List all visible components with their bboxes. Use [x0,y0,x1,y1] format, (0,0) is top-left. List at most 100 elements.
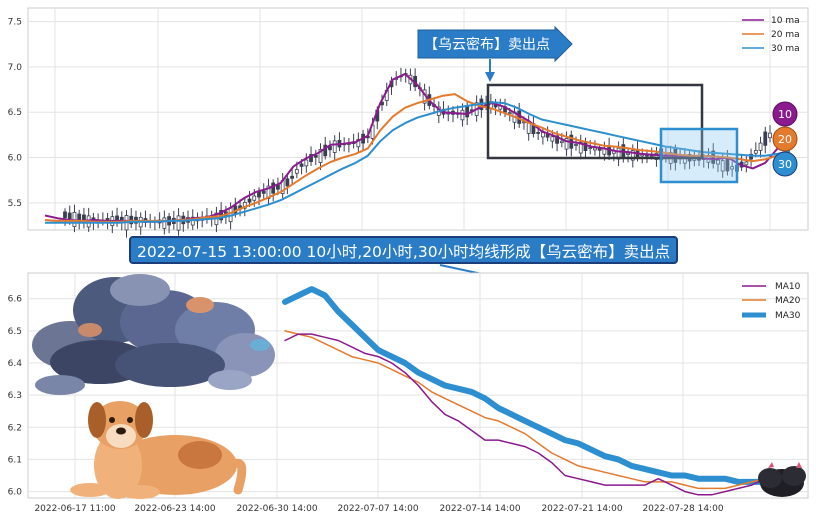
candle-body-57 [332,140,337,153]
candle-body-85 [465,104,470,118]
candle-body-51 [304,159,309,167]
bottom-series-MA10 [284,333,766,496]
candle-body-62 [356,139,361,148]
bottom-x-tick-5: 2022-07-21 14:00 [541,504,622,514]
candle-body-145 [749,153,753,160]
candle-body-50 [299,163,304,167]
candle-body-0 [63,211,67,219]
top-legend: 10 ma 20 ma 30 ma [742,16,800,54]
storm-cloud-illustration [32,274,275,395]
candle-body-48 [290,175,295,179]
legend-label-20ma: 20 ma [771,30,800,40]
top-ma-lines [44,73,791,224]
top-y-tick-1: 6.0 [8,154,23,164]
candle-body-102 [545,134,550,138]
top-y-ticks: 5.5 6.0 6.5 7.0 7.5 [8,18,23,209]
legend-label-MA10: MA10 [775,282,801,292]
legend-label-30ma: 30 ma [771,44,800,54]
ma-badges: 10 20 30 [772,101,798,177]
signal-banner: 2022-07-15 13:00:00 10小时,20小时,30小时均线形成【乌… [129,236,679,264]
bottom-x-tick-2: 2022-06-30 14:00 [236,504,317,514]
candle-body-105 [559,140,564,144]
bottom-legend: MA10 MA20 MA30 [742,282,801,321]
bottom-x-tick-0: 2022-06-17 11:00 [34,504,115,514]
top-series-30 [45,101,791,224]
dog-illustration [70,401,247,499]
callout-arrow [417,25,573,63]
dark-cloud-icon [758,462,806,497]
candle-body-24 [176,215,181,231]
bottom-y-tick-5: 6.5 [8,327,22,337]
candle-body-103 [550,136,555,142]
bottom-y-tick-2: 6.2 [8,423,22,433]
candle-body-42 [261,190,266,194]
candle-body-100 [536,131,541,134]
bottom-y-tick-4: 6.4 [8,359,23,369]
bottom-y-tick-3: 6.3 [8,391,22,401]
top-y-tick-4: 7.5 [8,18,22,28]
candle-body-119 [626,152,630,155]
candle-body-43 [266,185,271,200]
candle-body-49 [294,169,299,174]
bottom-x-tick-3: 2022-07-07 14:00 [337,504,418,514]
bottom-x-ticks: 2022-06-17 11:00 2022-06-23 14:00 2022-06-… [34,504,723,514]
candle-body-41 [257,191,261,198]
candle-body-120 [630,150,635,161]
badge-10-label: 10 [778,108,792,121]
candle-body-39 [247,198,252,203]
candle-body-106 [564,138,569,150]
candle-body-147 [758,142,763,151]
candle-body-139 [720,160,725,172]
legend-label-10ma: 10 ma [771,16,800,26]
top-y-tick-2: 6.5 [8,108,22,118]
bottom-ma-lines [282,286,768,496]
candle-body-141 [730,166,735,170]
bottom-y-tick-0: 6.0 [8,488,23,498]
candle-body-149 [768,132,772,139]
candle-body-54 [318,149,323,163]
candle-body-21 [162,217,167,229]
candle-body-47 [285,178,290,187]
bottom-y-tick-6: 6.6 [8,295,23,305]
bottom-x-tick-1: 2022-06-23 14:00 [134,504,215,514]
candle-body-138 [716,159,720,165]
badge-20 [772,126,798,152]
callout-label: 【乌云密布】卖出点 [424,37,550,53]
candle-body-148 [763,131,768,146]
candle-body-124 [649,155,654,158]
signal-zoom-box [659,127,739,184]
top-y-tick-3: 7.0 [8,63,23,73]
candle-body-1 [67,212,72,220]
badge-30 [772,151,798,177]
candle-body-44 [271,182,276,194]
candle-body-53 [313,154,318,158]
callout-pointer-head [485,72,495,82]
badge-10 [772,101,798,127]
candle-body-113 [597,148,602,151]
candle-body-101 [540,132,545,138]
bottom-series-MA30 [282,286,768,485]
legend-label-MA30: MA30 [775,311,801,321]
candle-body-94 [507,112,512,115]
candle-body-111 [588,147,593,150]
candle-body-84 [460,109,465,121]
candle-body-40 [252,195,257,201]
candle-body-52 [309,154,313,162]
bottom-series-MA20 [284,330,766,490]
badge-20-label: 20 [778,133,792,146]
bottom-y-tick-1: 6.1 [8,455,22,465]
legend-label-MA20: MA20 [775,296,801,306]
candle-body-104 [555,135,559,144]
bottom-y-ticks: 6.0 6.1 6.2 6.3 6.4 6.5 6.6 [8,295,23,498]
signal-box [486,83,704,160]
top-y-tick-0: 5.5 [8,199,22,209]
candle-body-144 [744,161,749,166]
candle-body-125 [654,152,659,160]
candle-body-146 [753,150,758,154]
badge-30-label: 30 [778,158,792,171]
candle-body-109 [578,141,583,154]
top-grid [28,8,808,230]
candle-body-108 [574,144,578,146]
bottom-x-tick-6: 2022-07-28 14:00 [642,504,723,514]
